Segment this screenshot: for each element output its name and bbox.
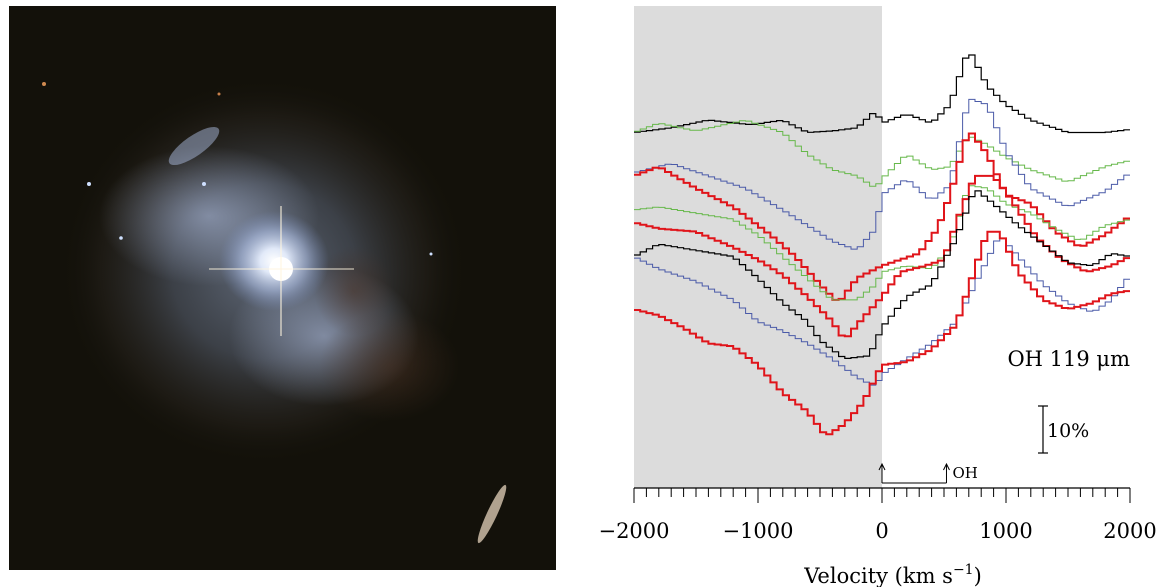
- galaxy-image: [9, 6, 556, 570]
- x-tick-label: −1000: [722, 519, 793, 543]
- line-annotation: OH 119 μm: [1007, 347, 1130, 371]
- spectrum-8: [634, 237, 1130, 386]
- spectrum-3: [634, 98, 1130, 250]
- marker-arrowhead: [943, 462, 950, 471]
- x-tick-label: 1000: [979, 519, 1032, 543]
- x-tick-label: 2000: [1103, 519, 1156, 543]
- spectrum-4: [634, 132, 1130, 301]
- x-axis-title: Velocity (km s−1): [803, 562, 982, 587]
- oh-transition-marker: OH: [878, 462, 978, 484]
- oh-marker-label: OH: [952, 464, 977, 482]
- scale-bar: 10%: [1038, 405, 1089, 454]
- x-tick-label: −2000: [598, 519, 669, 543]
- spectrum-5: [634, 185, 1130, 301]
- x-axis: −2000 −1000 0 1000 2000: [598, 487, 1157, 543]
- marker-arrowhead: [878, 462, 886, 471]
- spectrum-7: [634, 190, 1130, 359]
- x-tick-label: 0: [875, 519, 888, 543]
- spectra-group: [634, 54, 1130, 436]
- spectrum-1: [634, 54, 1130, 134]
- spectrum-2: [634, 120, 1130, 187]
- scale-bar-label: 10%: [1047, 420, 1089, 442]
- spectrum-9: [634, 230, 1130, 436]
- galaxy-photo: [9, 6, 556, 570]
- spectrum-chart: −2000 −1000 0 1000 2000 OH OH 119 μm 10% Vel…: [560, 0, 1163, 587]
